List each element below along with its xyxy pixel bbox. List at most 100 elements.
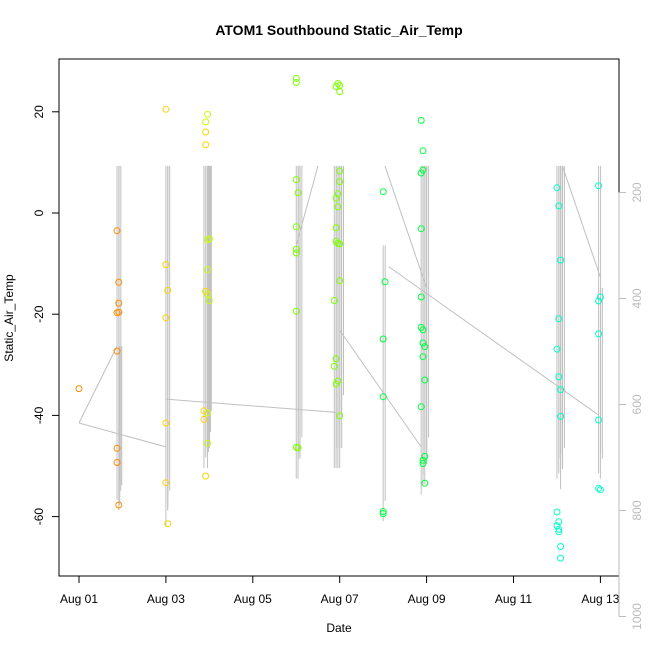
pressure-connector bbox=[78, 345, 118, 424]
data-point bbox=[164, 286, 172, 294]
data-point bbox=[336, 178, 344, 186]
data-point bbox=[379, 188, 387, 196]
data-point bbox=[557, 386, 565, 394]
data-point bbox=[292, 245, 300, 253]
data-point bbox=[294, 444, 302, 452]
x-tick-label: Aug 09 bbox=[408, 592, 446, 606]
data-point bbox=[379, 393, 387, 401]
pressure-connector bbox=[165, 398, 337, 413]
data-point bbox=[595, 330, 603, 338]
data-point bbox=[162, 314, 170, 322]
data-point bbox=[202, 118, 210, 126]
data-point bbox=[202, 141, 210, 149]
data-point bbox=[419, 353, 427, 361]
data-point bbox=[336, 88, 344, 96]
data-point bbox=[336, 240, 344, 248]
y2-tick-label: 1000 bbox=[630, 603, 644, 630]
data-point bbox=[417, 116, 425, 124]
data-point bbox=[330, 297, 338, 304]
data-point bbox=[113, 444, 121, 452]
data-point bbox=[292, 74, 300, 82]
data-point bbox=[557, 543, 565, 550]
data-point bbox=[162, 105, 170, 113]
data-point bbox=[162, 261, 170, 269]
data-point bbox=[555, 373, 563, 381]
data-point bbox=[164, 520, 172, 528]
data-point bbox=[162, 479, 170, 487]
data-point bbox=[336, 167, 344, 175]
data-point bbox=[421, 479, 429, 487]
y-axis: -60 -40 -20 0 20 bbox=[32, 105, 60, 526]
data-point bbox=[202, 128, 210, 136]
y-tick-label: -20 bbox=[32, 305, 46, 323]
data-point bbox=[553, 522, 561, 530]
data-point bbox=[292, 307, 300, 315]
data-point bbox=[332, 355, 340, 363]
x-axis: Aug 01 Aug 03 Aug 05 Aug 07 Aug 09 Aug 11 Aug … bbox=[60, 575, 620, 606]
data-point bbox=[334, 203, 342, 211]
data-point bbox=[292, 249, 300, 257]
y-axis-label: Static_Air_Temp bbox=[2, 274, 16, 362]
data-point bbox=[292, 79, 300, 86]
data-point bbox=[555, 518, 563, 526]
data-point bbox=[204, 409, 211, 417]
data-point bbox=[553, 184, 561, 192]
data-point bbox=[417, 225, 425, 233]
data-point bbox=[595, 182, 603, 190]
data-point bbox=[595, 297, 603, 305]
data-point bbox=[419, 326, 427, 334]
pressure-connector bbox=[295, 165, 319, 246]
data-point bbox=[330, 362, 338, 370]
data-point bbox=[421, 376, 429, 384]
data-point bbox=[553, 508, 561, 516]
y2-tick-label: 800 bbox=[630, 500, 644, 520]
data-point bbox=[75, 385, 83, 393]
y2-tick-label: 400 bbox=[630, 288, 644, 308]
data-point bbox=[202, 472, 210, 480]
x-tick-label: Aug 05 bbox=[234, 592, 272, 606]
chart-title: ATOM1 Southbound Static_Air_Temp bbox=[215, 22, 462, 38]
y-tick-label: -60 bbox=[32, 508, 46, 526]
data-point bbox=[334, 190, 342, 198]
data-point bbox=[200, 415, 208, 423]
data-point bbox=[292, 176, 300, 184]
data-point bbox=[421, 452, 429, 460]
data-point bbox=[595, 484, 603, 492]
data-point bbox=[555, 315, 563, 323]
data-point bbox=[115, 501, 123, 509]
data-point bbox=[336, 412, 344, 420]
data-point bbox=[292, 223, 300, 231]
pressure-connector bbox=[384, 165, 428, 288]
data-point bbox=[204, 110, 211, 118]
x-tick-label: Aug 01 bbox=[60, 592, 98, 606]
pressure-connector bbox=[339, 329, 422, 448]
data-point bbox=[555, 528, 563, 536]
data-point bbox=[419, 147, 427, 155]
data-point bbox=[205, 297, 213, 304]
y-tick-label: 20 bbox=[32, 105, 46, 119]
data-point bbox=[200, 407, 208, 415]
data-points bbox=[75, 74, 604, 562]
data-point bbox=[334, 80, 342, 87]
data-point bbox=[555, 202, 563, 210]
x-axis-label: Date bbox=[326, 621, 352, 635]
data-point bbox=[555, 525, 563, 533]
data-point bbox=[417, 403, 425, 411]
data-point bbox=[419, 166, 427, 174]
data-point bbox=[379, 335, 387, 343]
data-point bbox=[419, 460, 427, 467]
data-point bbox=[379, 508, 387, 515]
y2-tick-label: 200 bbox=[630, 182, 644, 202]
data-point bbox=[115, 299, 123, 307]
data-point bbox=[557, 412, 565, 420]
data-point bbox=[334, 377, 342, 385]
data-point bbox=[113, 459, 121, 466]
data-point bbox=[553, 345, 561, 353]
x-tick-label: Aug 03 bbox=[147, 592, 185, 606]
data-point bbox=[379, 510, 387, 518]
data-point bbox=[115, 278, 123, 286]
x-tick-label: Aug 13 bbox=[581, 592, 619, 606]
y-tick-label: 0 bbox=[32, 209, 46, 216]
data-point bbox=[162, 419, 170, 427]
